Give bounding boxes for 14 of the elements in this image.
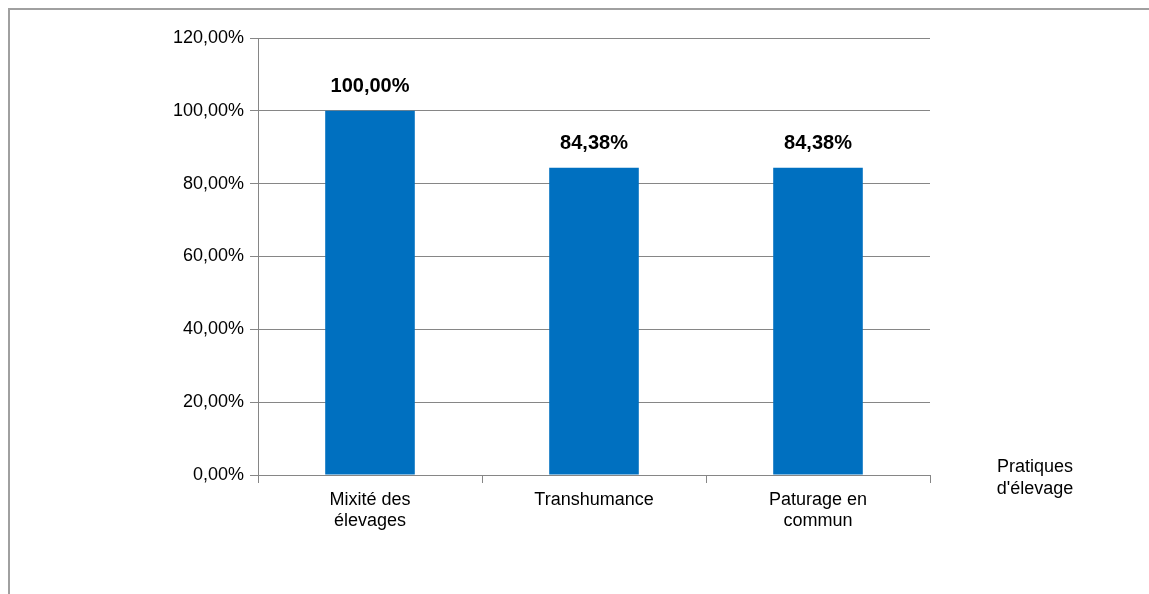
- data-label: 84,38%: [784, 131, 853, 154]
- y-tick-label: 100,00%: [172, 99, 244, 120]
- x-tick-label: Paturage en commun: [768, 488, 868, 531]
- x-tick-label: Transhumance: [534, 488, 654, 509]
- x-axis-title: Pratiques d'élevage: [995, 455, 1075, 499]
- y-tick-label: 40,00%: [182, 318, 244, 339]
- y-tick-label: 20,00%: [182, 391, 244, 412]
- data-label: 100,00%: [330, 74, 410, 97]
- data-label: 84,38%: [560, 131, 629, 154]
- y-tick-label: 80,00%: [182, 172, 244, 193]
- y-tick-label: 60,00%: [182, 245, 244, 266]
- y-tick-label: 0,00%: [192, 463, 244, 484]
- y-tick-label: 120,00%: [172, 26, 244, 47]
- x-tick-label: Mixité des élevages: [329, 488, 411, 531]
